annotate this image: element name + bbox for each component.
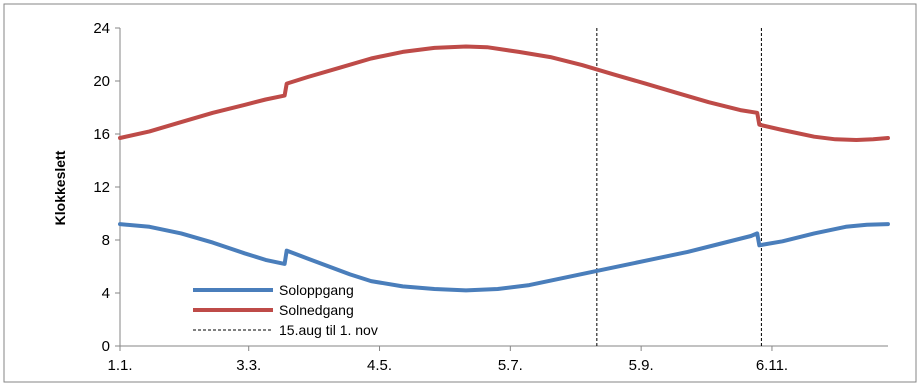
legend-label-solnedgang: Solnedgang — [279, 302, 354, 318]
y-tick-label: 20 — [93, 73, 110, 90]
series-line-soloppgang — [118, 222, 890, 293]
y-tick-label: 4 — [102, 285, 110, 302]
y-axis-label-group: Klokkeslett — [52, 150, 68, 225]
y-tick-label: 12 — [93, 179, 110, 196]
x-tick-label: 5.7. — [498, 357, 523, 374]
legend-label-reference: 15.aug til 1. nov — [279, 322, 378, 338]
series-line-solnedgang — [118, 44, 890, 142]
x-tick-label: 6.11. — [756, 357, 788, 374]
chart-border — [3, 3, 917, 383]
y-tick-label: 16 — [93, 126, 110, 143]
x-tick-label: 3.3. — [236, 357, 261, 374]
y-tick-label: 8 — [102, 232, 110, 249]
y-axis-label: Klokkeslett — [52, 150, 68, 225]
plot-area: 0 4 8 12 16 20 24 1.1. 3.3. 4.5. 5.7. 5.9. 6.11. — [93, 20, 890, 374]
x-tick-label: 1.1. — [107, 357, 132, 374]
legend: Soloppgang Solnedgang 15.aug til 1. nov — [193, 282, 378, 338]
x-tick-label: 4.5. — [367, 357, 392, 374]
x-tick-label: 5.9. — [629, 357, 654, 374]
legend-label-soloppgang: Soloppgang — [279, 282, 354, 298]
y-tick-label: 0 — [102, 338, 110, 355]
y-tick-label: 24 — [93, 20, 110, 37]
